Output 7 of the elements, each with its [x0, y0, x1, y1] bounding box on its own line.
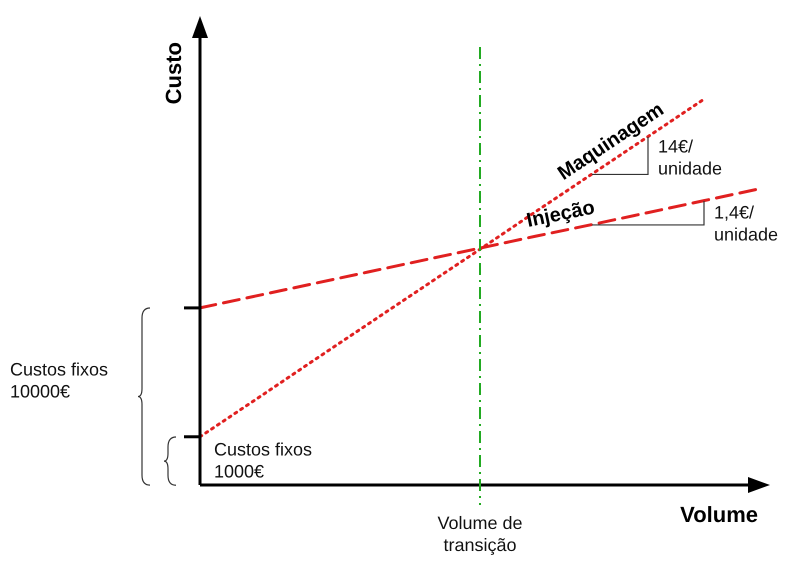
text: Volume de transição — [437, 512, 523, 555]
x-axis-title: Volume — [680, 502, 758, 528]
annotation: 1,4€/ unidade — [714, 202, 778, 245]
y-axis-title: Custo — [161, 42, 186, 104]
text: Injeção — [524, 196, 597, 232]
text: Custos fixos 10000€ — [10, 359, 108, 402]
annotation: Custos fixos 1000€ — [214, 440, 312, 482]
